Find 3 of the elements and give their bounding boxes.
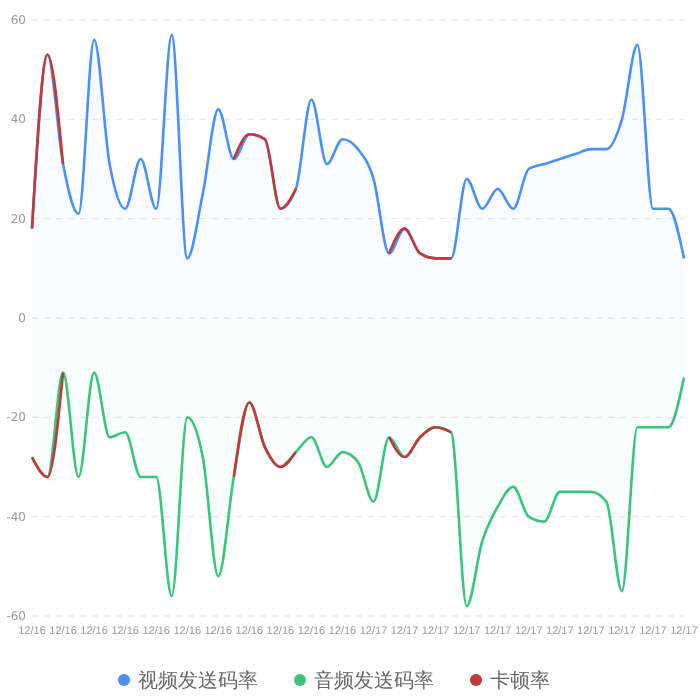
legend-label: 视频发送码率 [138,669,258,693]
legend-label: 卡顿率 [490,669,550,693]
legend-label: 音频发送码率 [314,669,434,693]
